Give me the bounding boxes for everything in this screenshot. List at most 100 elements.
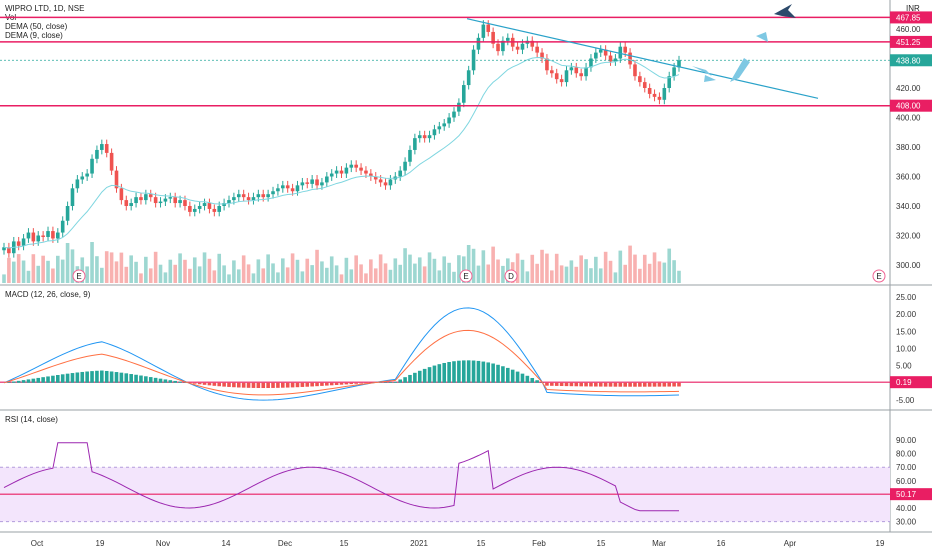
candle-body [56,232,60,239]
macd-histogram-bar [677,382,681,387]
macd-histogram-bar [667,382,672,387]
macd-histogram-bar [100,370,104,383]
volume-bar [251,273,256,283]
candle-body [486,24,491,32]
macd-histogram-bar [21,380,26,383]
candle-body [584,67,588,77]
candle-body [320,182,324,186]
volume-bar [109,252,114,283]
macd-histogram-bar [359,382,363,384]
candle-body [266,194,270,198]
level-badge-label: 451.25 [896,38,921,47]
volume-bar [178,253,182,283]
macd-histogram-bar [153,377,158,383]
volume-bar [119,252,124,283]
candle-body [217,206,222,212]
macd-histogram-bar [46,376,50,383]
candle-body [667,76,672,88]
candle-body [564,70,569,83]
macd-histogram-bar [530,377,535,383]
macd-histogram-bar [158,378,163,383]
macd-histogram-bar [295,382,300,388]
volume-bar [334,265,339,283]
candle-body [378,179,383,183]
macd-histogram-bar [281,382,285,388]
candle-body [545,58,549,71]
candle-body [628,52,632,65]
macd-histogram-bar [236,382,241,388]
candle-body [642,82,647,88]
macd-histogram-bar [217,382,222,387]
macd-histogram-bar [178,381,182,383]
volume-bar [471,248,476,283]
volume-bar [672,260,676,283]
macd-tick-label: -5.00 [896,396,915,405]
macd-histogram-bar [579,382,583,387]
macd-histogram-bar [134,374,138,383]
candle-body [36,235,41,242]
candle-body [589,58,593,68]
macd-histogram-bar [662,382,667,387]
volume-bar [457,255,461,283]
macd-histogram-bar [618,382,623,387]
volume-bar [520,259,525,283]
candle-body [51,231,55,239]
candle-body [21,238,26,246]
candle-body [119,188,124,201]
macd-histogram-bar [598,382,603,387]
candle-body [227,200,231,204]
volume-bar [271,263,275,283]
volume-bar [652,252,657,283]
candle-body [276,188,280,192]
volume-bar [100,267,104,283]
candle-body [31,232,36,242]
arrow-icon [756,32,768,42]
volume-bar [432,258,437,283]
candle-body [506,37,510,41]
candle-body [124,200,129,206]
volume-bar [530,254,535,283]
macd-histogram-bar [491,363,495,383]
volume-bar [638,268,642,283]
volume-bar [413,263,417,283]
volume-bar [354,255,358,283]
macd-tick-label: 10.00 [896,345,917,354]
macd-histogram-bar [144,376,148,383]
candle-body [554,73,559,80]
volume-bar [608,260,613,283]
macd-histogram-bar [256,382,261,388]
macd-histogram-bar [545,382,549,386]
volume-bar [232,260,236,283]
volume-bar [486,264,491,283]
volume-bar [134,261,138,283]
volume-bar [594,256,598,283]
candle-body [100,144,104,150]
volume-bar [461,256,466,283]
candle-body [325,176,329,183]
macd-histogram-bar [70,373,75,383]
candle-body [148,194,153,198]
candle-body [476,37,481,50]
time-tick-label: 16 [717,539,726,548]
volume-bar [584,259,588,283]
event-marker [872,269,886,283]
candle-body [202,203,207,206]
level-badge-label: 408.00 [896,102,921,111]
macd-tick-label: 5.00 [896,362,912,371]
volume-bar [359,264,363,283]
candle-body [75,179,80,189]
volume-bar [598,268,603,283]
time-tick-label: Feb [532,539,546,548]
volume-bar [466,245,471,283]
volume-bar [60,259,65,283]
macd-histogram-bar [413,372,417,383]
volume-bar [173,264,177,283]
volume-bar [31,254,36,283]
candle-body [569,67,574,71]
symbol-title: WIPRO LTD, 1D, NSE [5,4,85,13]
macd-histogram-bar [603,382,608,387]
macd-histogram-bar [398,379,402,383]
price-tick-label: 460.00 [896,25,921,34]
volume-bar [21,260,26,283]
